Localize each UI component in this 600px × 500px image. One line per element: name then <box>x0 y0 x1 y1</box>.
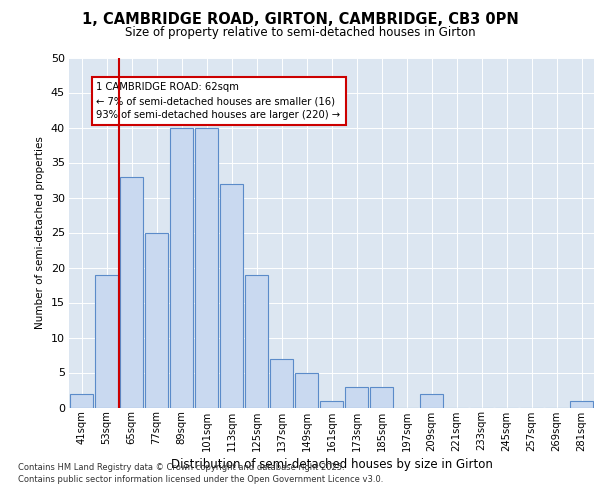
Bar <box>194 128 218 407</box>
Bar <box>569 400 593 407</box>
Bar <box>220 184 244 408</box>
Text: 1, CAMBRIDGE ROAD, GIRTON, CAMBRIDGE, CB3 0PN: 1, CAMBRIDGE ROAD, GIRTON, CAMBRIDGE, CB… <box>82 12 518 28</box>
Bar <box>95 274 118 407</box>
Bar <box>269 358 293 408</box>
Text: 1 CAMBRIDGE ROAD: 62sqm
← 7% of semi-detached houses are smaller (16)
93% of sem: 1 CAMBRIDGE ROAD: 62sqm ← 7% of semi-det… <box>97 82 341 120</box>
Bar <box>170 128 193 407</box>
Bar <box>145 232 169 408</box>
Bar <box>119 176 143 408</box>
Bar <box>419 394 443 407</box>
Text: Contains HM Land Registry data © Crown copyright and database right 2025.: Contains HM Land Registry data © Crown c… <box>18 462 344 471</box>
Text: Contains public sector information licensed under the Open Government Licence v3: Contains public sector information licen… <box>18 475 383 484</box>
Bar <box>245 274 268 407</box>
Bar <box>295 372 319 408</box>
Bar <box>70 394 94 407</box>
Bar <box>344 386 368 407</box>
Bar <box>370 386 394 407</box>
Bar <box>320 400 343 407</box>
Text: Size of property relative to semi-detached houses in Girton: Size of property relative to semi-detach… <box>125 26 475 39</box>
Y-axis label: Number of semi-detached properties: Number of semi-detached properties <box>35 136 45 329</box>
X-axis label: Distribution of semi-detached houses by size in Girton: Distribution of semi-detached houses by … <box>170 458 493 470</box>
